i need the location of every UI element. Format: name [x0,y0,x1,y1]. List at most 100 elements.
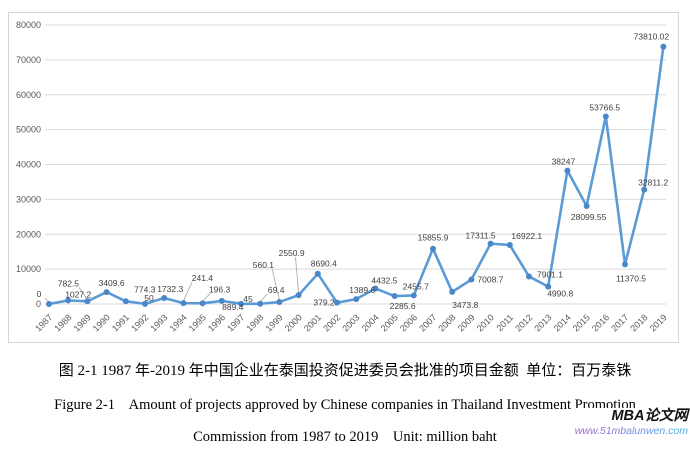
data-point [84,298,91,305]
data-point [103,289,110,296]
data-label: 17311.5 [466,231,496,241]
data-point [372,285,379,292]
data-point [238,300,244,307]
x-tick-label: 2007 [417,312,438,333]
x-tick-label: 1996 [206,312,227,333]
data-point [161,294,168,301]
data-label: 3473.8 [452,300,478,310]
data-label: 16922.1 [511,231,542,241]
data-point [142,300,148,307]
data-point [641,186,648,193]
x-tick-label: 2016 [590,312,611,333]
data-label: 7008.7 [477,275,503,285]
data-label: 3409.6 [99,278,125,288]
data-label: 2285.6 [390,301,416,311]
data-point [295,292,302,299]
data-point [622,261,628,268]
x-tick-label: 2001 [302,312,323,333]
x-tick-label: 2004 [360,312,381,333]
chart-figure: 0 10000 20000 30000 40000 50000 60000 70000 8000… [8,12,679,343]
x-tick-label: 2019 [648,312,669,333]
x-tick-label: 2017 [609,312,630,333]
x-tick-label: 2000 [283,312,304,333]
x-tick-label: 2003 [340,312,361,333]
data-label: 0 [37,289,42,299]
label-leader-line [78,287,88,300]
x-tick-label: 2012 [513,312,534,333]
data-label: 32811.2 [638,178,668,188]
data-label: 1389.6 [349,285,375,295]
x-tick-label: 2013 [532,312,553,333]
data-point [526,273,532,280]
x-tick-label: 1997 [225,312,246,333]
data-label: 53766.5 [589,102,620,112]
data-point [468,276,475,283]
x-tick-label: 2014 [552,312,573,333]
data-point [487,240,494,247]
label-leader-line [259,293,268,303]
data-label: 4432.5 [371,276,397,286]
data-label: 8690.4 [311,259,337,269]
data-label: 69.4 [268,285,285,295]
data-label: 38247 [552,157,576,167]
line-chart: 0100002000030000400005000060000700008000… [16,20,670,334]
x-tick-label: 1991 [110,312,131,333]
data-point [660,43,667,50]
data-point [583,203,590,210]
data-point [430,245,436,252]
label-leader-line [202,293,211,302]
x-tick-label: 2011 [494,312,515,333]
x-tick-label: 2010 [475,312,496,333]
data-point [199,300,206,307]
data-point [46,301,52,307]
x-tick-label: 1989 [72,312,93,333]
data-label: 11370.5 [616,273,646,283]
data-line [47,45,665,306]
x-tick-label: 2009 [456,312,477,333]
data-point [449,288,456,295]
y-tick-label: 60000 [16,90,41,100]
caption-english-line2: Commission from 1987 to 2019 Unit: milli… [193,429,497,445]
data-point [257,300,264,307]
y-tick-label: 0 [36,299,41,309]
data-point [353,296,360,303]
data-label: 1732.3 [157,284,183,294]
caption-chinese: 图 2-1 1987 年-2019 年中国企业在泰国投资促进委员会批准的项目金额… [58,363,632,379]
data-point [602,113,609,120]
y-tick-label: 80000 [16,20,41,30]
x-tick-label: 1987 [33,312,54,333]
data-label: 7901.1 [537,269,563,279]
data-point [506,241,513,248]
data-point [334,299,340,306]
data-point [391,293,398,300]
data-label: 241.4 [192,273,214,283]
label-leader-line [183,281,193,302]
x-tick-label: 1988 [52,312,73,333]
x-tick-label: 2015 [571,312,592,333]
x-tick-label: 2006 [398,312,419,333]
data-label: 2455.7 [403,281,429,291]
data-label: 28099.55 [571,212,607,222]
label-leader-line [271,268,280,301]
data-label: 1027.2 [65,289,91,299]
data-label: 50 [144,293,154,303]
data-label: 73810.02 [634,32,670,42]
x-tick-label: 1998 [244,312,265,333]
y-tick-label: 50000 [16,125,41,135]
data-label: 560.1 [253,260,275,270]
x-tick-label: 1990 [91,312,112,333]
y-tick-label: 30000 [16,194,41,204]
x-tick-label: 2008 [436,312,457,333]
data-point [65,297,72,304]
y-tick-label: 10000 [16,264,41,274]
data-point [410,292,417,299]
data-point [545,283,552,290]
data-label: 889.4 [222,302,244,312]
data-point [122,298,129,305]
x-tick-label: 1993 [148,312,169,333]
data-label: 4990.8 [547,289,573,299]
data-point [218,297,225,304]
data-label: 196.3 [209,284,231,294]
data-label: 2550.9 [279,248,305,258]
data-label: 782.5 [58,278,80,288]
